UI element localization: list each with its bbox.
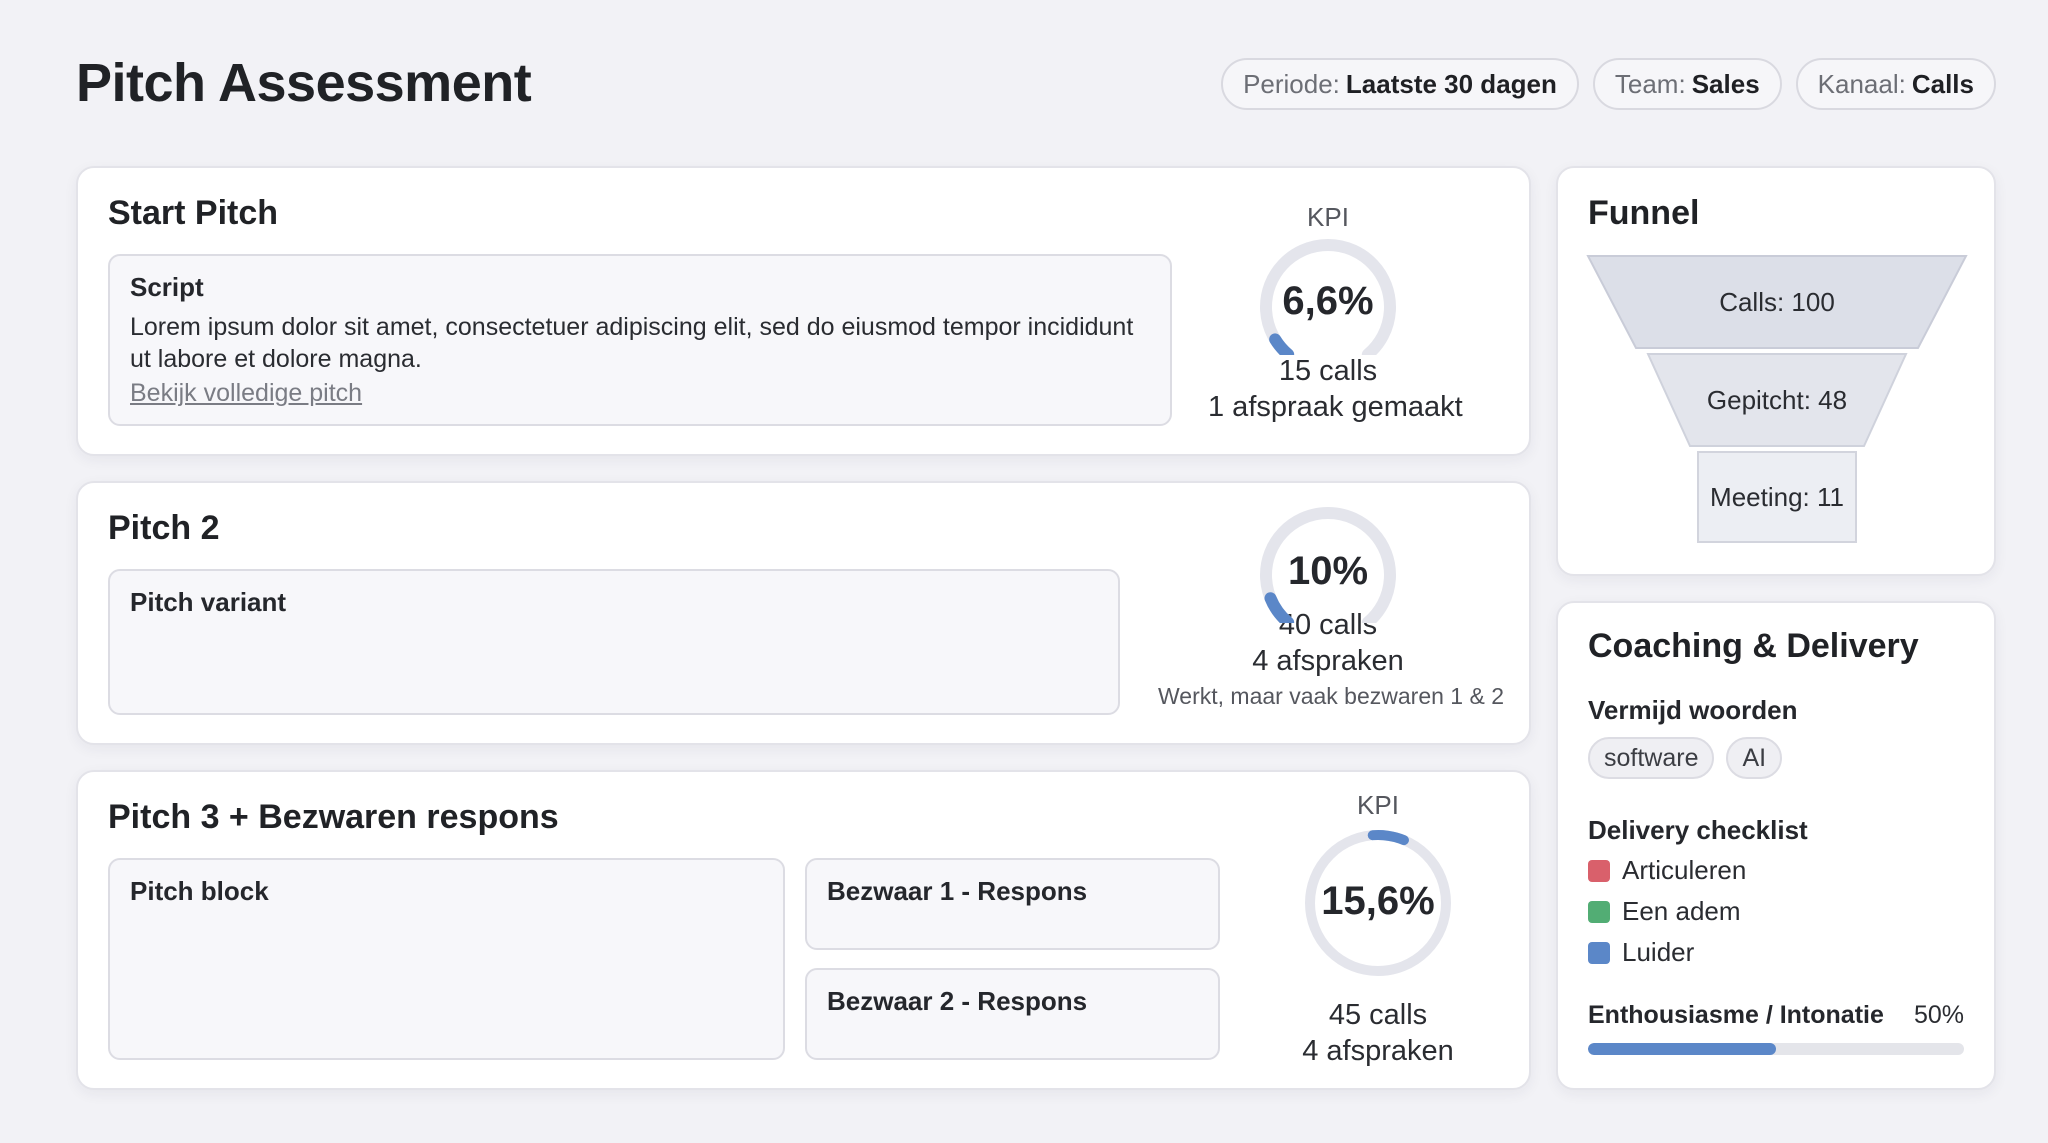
checklist-item-luider: Luider <box>1588 937 1694 968</box>
pitch2-card: Pitch 2 Pitch variant 10% 40 calls 4 afs… <box>76 481 1531 745</box>
filter-team-label: Team: <box>1614 68 1686 99</box>
delivery-checklist-label: Delivery checklist <box>1588 815 1808 845</box>
enthusiasm-value: 50% <box>1913 1001 1964 1029</box>
objection1-label: Bezwaar 1 - Respons <box>827 876 1088 906</box>
pitch2-calls: 40 calls <box>1278 609 1378 641</box>
funnel-meeting-label: Meeting: 11 <box>1710 481 1844 512</box>
start-pitch-gauge-fill <box>1269 333 1295 355</box>
pitch-variant-box: Pitch variant <box>108 569 1120 715</box>
start-pitch-kpi-value: 6,6% <box>1282 279 1374 323</box>
filter-periode-label: Periode: <box>1243 68 1340 99</box>
filter-kanaal[interactable]: Kanaal: Calls <box>1795 58 1996 110</box>
enthusiasm-label: Enthousiasme / Intonatie <box>1588 1001 1884 1029</box>
filter-periode[interactable]: Periode: Laatste 30 dagen <box>1221 58 1579 110</box>
pitch3-gauge-fill <box>1367 830 1409 846</box>
pitch3-title: Pitch 3 + Bezwaren respons <box>108 798 559 836</box>
funnel-gepitcht-label: Gepitcht: 48 <box>1706 384 1848 415</box>
start-pitch-calls: 15 calls <box>1278 355 1378 387</box>
script-label: Script <box>130 272 204 302</box>
filter-periode-value: Laatste 30 dagen <box>1345 68 1557 99</box>
funnel-stage-calls <box>1586 255 1968 349</box>
pitch-block-label: Pitch block <box>130 876 269 906</box>
pitch3-kpi-label: KPI <box>1357 790 1399 820</box>
checklist-item-articuleren: Articuleren <box>1588 855 1746 886</box>
pitch-variant-label: Pitch variant <box>130 587 287 617</box>
avoid-words-tags: software AI <box>1588 737 1783 779</box>
page-title: Pitch Assessment <box>76 53 532 113</box>
funnel-stage-gepitcht <box>1646 353 1908 447</box>
checklist-swatch-green <box>1588 900 1610 923</box>
objection2-box: Bezwaar 2 - Respons <box>805 968 1220 1060</box>
avoid-word-tag: software <box>1588 737 1715 779</box>
funnel-chart <box>1586 255 1968 543</box>
coaching-title: Coaching & Delivery <box>1588 627 1919 665</box>
pitch3-calls: 45 calls <box>1328 999 1428 1031</box>
start-pitch-meetings: 1 afspraak gemaakt <box>1208 391 1463 423</box>
pitch2-kpi-value: 10% <box>1287 549 1369 593</box>
coaching-card: Coaching & Delivery Vermijd woorden soft… <box>1556 601 1996 1090</box>
funnel-stage-meeting <box>1697 451 1857 543</box>
filter-team[interactable]: Team: Sales <box>1592 58 1782 110</box>
pitch2-kpi: 10% 40 calls 4 afspraken Werkt, maar vaa… <box>1158 503 1504 710</box>
view-full-pitch-link[interactable]: Bekijk volledige pitch <box>130 379 363 407</box>
pitch2-gauge-fill <box>1264 592 1295 623</box>
filter-team-value: Sales <box>1691 68 1760 99</box>
funnel-calls-label: Calls: 100 <box>1719 286 1835 317</box>
checklist-item-label: Luider <box>1622 937 1695 967</box>
funnel-card: Funnel Calls: 100 Gepitcht: 48 Meeting: … <box>1556 166 1996 576</box>
avoid-word-tag: AI <box>1726 737 1783 779</box>
script-box: Script Lorem ipsum dolor sit amet, conse… <box>108 254 1172 426</box>
pitch2-gauge: 10% <box>1248 503 1408 623</box>
start-pitch-title: Start Pitch <box>108 194 279 232</box>
filter-kanaal-value: Calls <box>1911 68 1974 99</box>
start-pitch-gauge: 6,6% <box>1248 235 1408 355</box>
enthusiasm-progress-fill <box>1588 1043 1776 1055</box>
pitch3-card: Pitch 3 + Bezwaren respons Pitch block B… <box>76 770 1531 1090</box>
checklist-item-een-adem: Een adem <box>1588 896 1741 927</box>
pitch2-title: Pitch 2 <box>108 509 220 547</box>
filter-kanaal-label: Kanaal: <box>1817 68 1906 99</box>
pitch2-meetings: 4 afspraken <box>1252 645 1404 677</box>
filter-bar: Periode: Laatste 30 dagen Team: Sales Ka… <box>1221 58 1996 110</box>
avoid-words-label: Vermijd woorden <box>1588 695 1798 725</box>
script-text: Lorem ipsum dolor sit amet, consectetuer… <box>130 313 1134 373</box>
checklist-item-label: Een adem <box>1622 896 1741 926</box>
pitch3-kpi-value: 15,6% <box>1321 879 1435 923</box>
pitch-block-box: Pitch block <box>108 858 785 1060</box>
enthusiasm-progress-track <box>1588 1043 1964 1055</box>
checklist-item-label: Articuleren <box>1622 855 1747 885</box>
checklist-swatch-red <box>1588 859 1610 882</box>
objection1-box: Bezwaar 1 - Respons <box>805 858 1220 950</box>
objection2-label: Bezwaar 2 - Respons <box>827 986 1088 1016</box>
kpi-label: KPI <box>1307 202 1349 232</box>
start-pitch-card: Start Pitch Script Lorem ipsum dolor sit… <box>76 166 1531 456</box>
pitch3-meetings: 4 afspraken <box>1302 1035 1454 1067</box>
checklist-swatch-blue <box>1588 941 1610 964</box>
funnel-title: Funnel <box>1588 194 1700 232</box>
pitch3-gauge: 15,6% <box>1298 823 1458 983</box>
pitch2-note: Werkt, maar vaak bezwaren 1 & 2 <box>1158 683 1504 709</box>
pitch3-kpi: KPI 15,6% 45 calls 4 afspraken <box>1258 790 1498 1069</box>
enthusiasm-row: Enthousiasme / Intonatie 50% <box>1588 1001 1964 1030</box>
start-pitch-kpi: KPI 6,6% 15 calls 1 afspraak gemaakt <box>1208 202 1463 425</box>
